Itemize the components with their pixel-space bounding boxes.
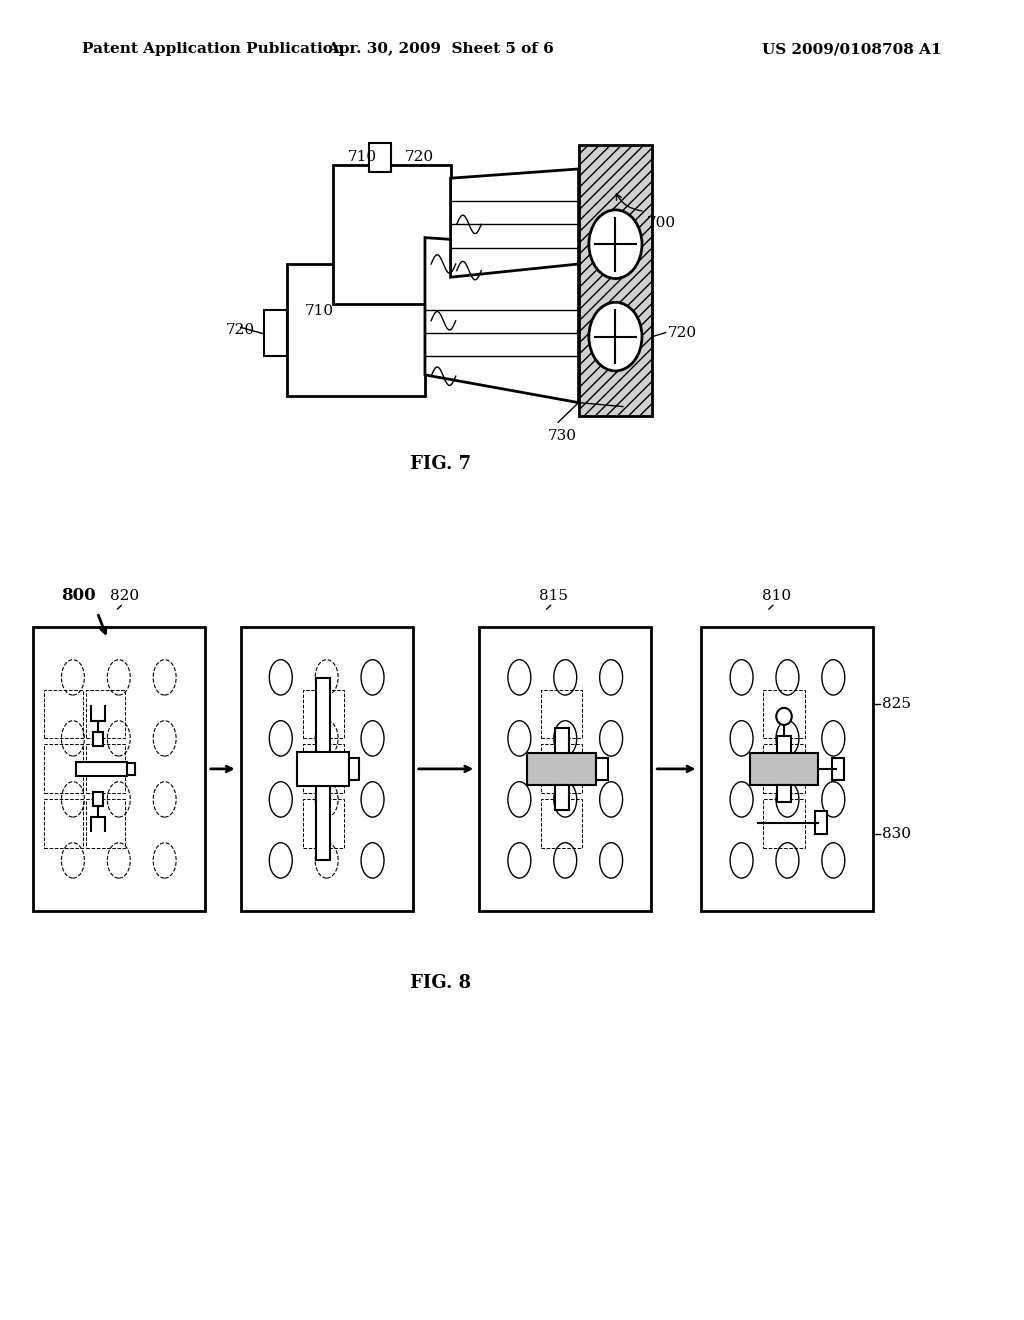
Bar (333, 165, 451, 304)
Bar (763, 689, 805, 738)
Bar (527, 754, 596, 784)
Ellipse shape (589, 210, 642, 279)
Text: FIG. 8: FIG. 8 (410, 974, 471, 993)
Polygon shape (425, 238, 579, 403)
Text: 800: 800 (61, 587, 96, 605)
Bar (833, 758, 844, 780)
Bar (555, 784, 568, 810)
Text: 825: 825 (882, 697, 910, 710)
Text: 815: 815 (540, 589, 568, 603)
Bar (241, 627, 413, 911)
Bar (86, 689, 125, 738)
Bar (541, 744, 583, 793)
Bar (287, 264, 425, 396)
Text: 700: 700 (647, 216, 676, 231)
Bar (127, 763, 135, 775)
Text: 820: 820 (111, 589, 139, 603)
Bar (44, 800, 83, 849)
Bar (86, 800, 125, 849)
Text: Patent Application Publication: Patent Application Publication (82, 42, 344, 57)
Bar (777, 737, 791, 754)
Text: 730: 730 (548, 429, 577, 444)
Text: 720: 720 (225, 323, 254, 337)
Bar (76, 762, 127, 776)
Bar (763, 800, 805, 849)
Bar (701, 627, 873, 911)
Bar (93, 792, 103, 805)
Bar (369, 143, 391, 172)
Bar (44, 689, 83, 738)
Text: US 2009/0108708 A1: US 2009/0108708 A1 (763, 42, 942, 57)
Polygon shape (451, 169, 579, 277)
Text: Apr. 30, 2009  Sheet 5 of 6: Apr. 30, 2009 Sheet 5 of 6 (327, 42, 554, 57)
Ellipse shape (589, 302, 642, 371)
Text: 830: 830 (882, 828, 910, 841)
Bar (264, 310, 287, 356)
Bar (302, 800, 344, 849)
Bar (763, 744, 805, 793)
Ellipse shape (776, 708, 792, 725)
Text: 710: 710 (348, 149, 377, 164)
Text: FIG. 7: FIG. 7 (410, 455, 471, 474)
Bar (815, 812, 827, 834)
Bar (750, 754, 818, 784)
Text: 720: 720 (668, 326, 696, 339)
Bar (596, 758, 608, 780)
Bar (302, 689, 344, 738)
Bar (297, 752, 349, 785)
Bar (93, 733, 103, 746)
Bar (541, 800, 583, 849)
Bar (302, 744, 344, 793)
Bar (86, 744, 125, 793)
Bar (349, 758, 359, 780)
Bar (777, 784, 791, 801)
Bar (555, 727, 568, 754)
Bar (479, 627, 651, 911)
Bar (316, 678, 330, 859)
Text: 720: 720 (404, 149, 433, 164)
Bar (579, 145, 652, 416)
Bar (44, 744, 83, 793)
Bar (33, 627, 205, 911)
Text: 710: 710 (305, 304, 334, 318)
Text: 810: 810 (762, 589, 791, 603)
Bar (541, 689, 583, 738)
